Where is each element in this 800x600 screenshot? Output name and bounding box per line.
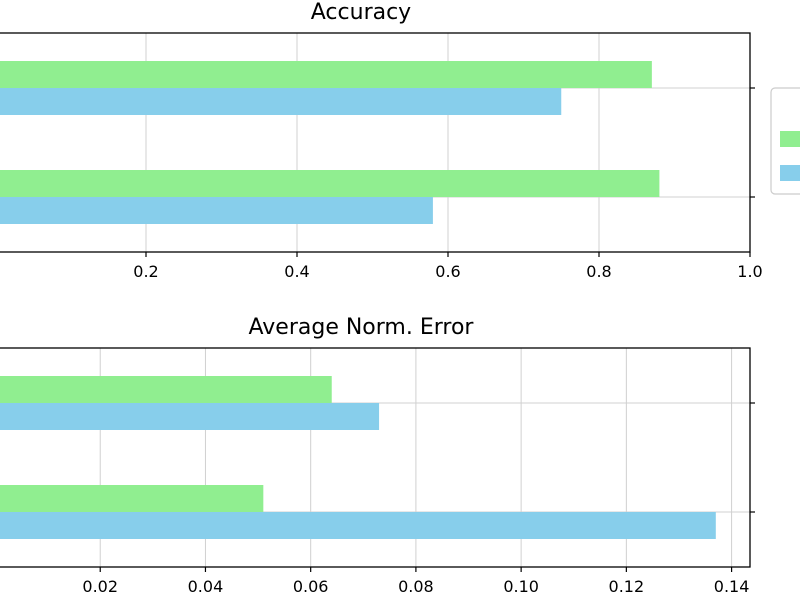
average-norm-error-x-tick-label: 0.04 — [188, 577, 224, 596]
average-norm-error-plot-frame — [0, 347, 751, 568]
accuracy-x-tick-label: 1.0 — [737, 262, 762, 281]
accuracy-bar-series-1-group-1 — [0, 61, 652, 88]
average-norm-error-x-tick-label: 0.14 — [714, 577, 750, 596]
average-norm-error-chart: Average Norm. Error 0.02 0.04 0.06 0.08 0.10… — [0, 315, 755, 596]
average-norm-error-x-tick-label: 0.12 — [609, 577, 645, 596]
average-norm-error-chart-title: Average Norm. Error — [249, 315, 475, 340]
accuracy-chart-title: Accuracy — [311, 0, 411, 25]
average-norm-error-bar-series-1-group-2 — [0, 485, 264, 512]
accuracy-x-tick-label: 0.8 — [586, 262, 611, 281]
legend-swatch-series-1 — [780, 131, 800, 147]
average-norm-error-bar-series-2-group-1 — [0, 403, 380, 430]
average-norm-error-x-tick-label: 0.10 — [503, 577, 539, 596]
accuracy-x-tick-label: 0.4 — [284, 262, 309, 281]
legend-swatch-series-2 — [780, 165, 800, 181]
average-norm-error-bar-series-2-group-2 — [0, 512, 716, 539]
accuracy-bar-series-2-group-2 — [0, 197, 433, 224]
average-norm-error-x-tick-label: 0.08 — [398, 577, 434, 596]
accuracy-x-tick-label: 0.6 — [435, 262, 460, 281]
accuracy-plot-frame — [0, 32, 751, 253]
accuracy-chart: Accuracy 0.2 0.4 0.6 0.8 1.0 — [0, 0, 763, 281]
average-norm-error-bar-series-1-group-1 — [0, 376, 332, 403]
accuracy-bar-series-1-group-2 — [0, 170, 660, 197]
legend — [770, 87, 800, 195]
average-norm-error-x-tick-label: 0.02 — [82, 577, 118, 596]
accuracy-bar-series-2-group-1 — [0, 88, 562, 115]
average-norm-error-x-tick-label: 0.06 — [293, 577, 329, 596]
accuracy-x-tick-label: 0.2 — [133, 262, 158, 281]
